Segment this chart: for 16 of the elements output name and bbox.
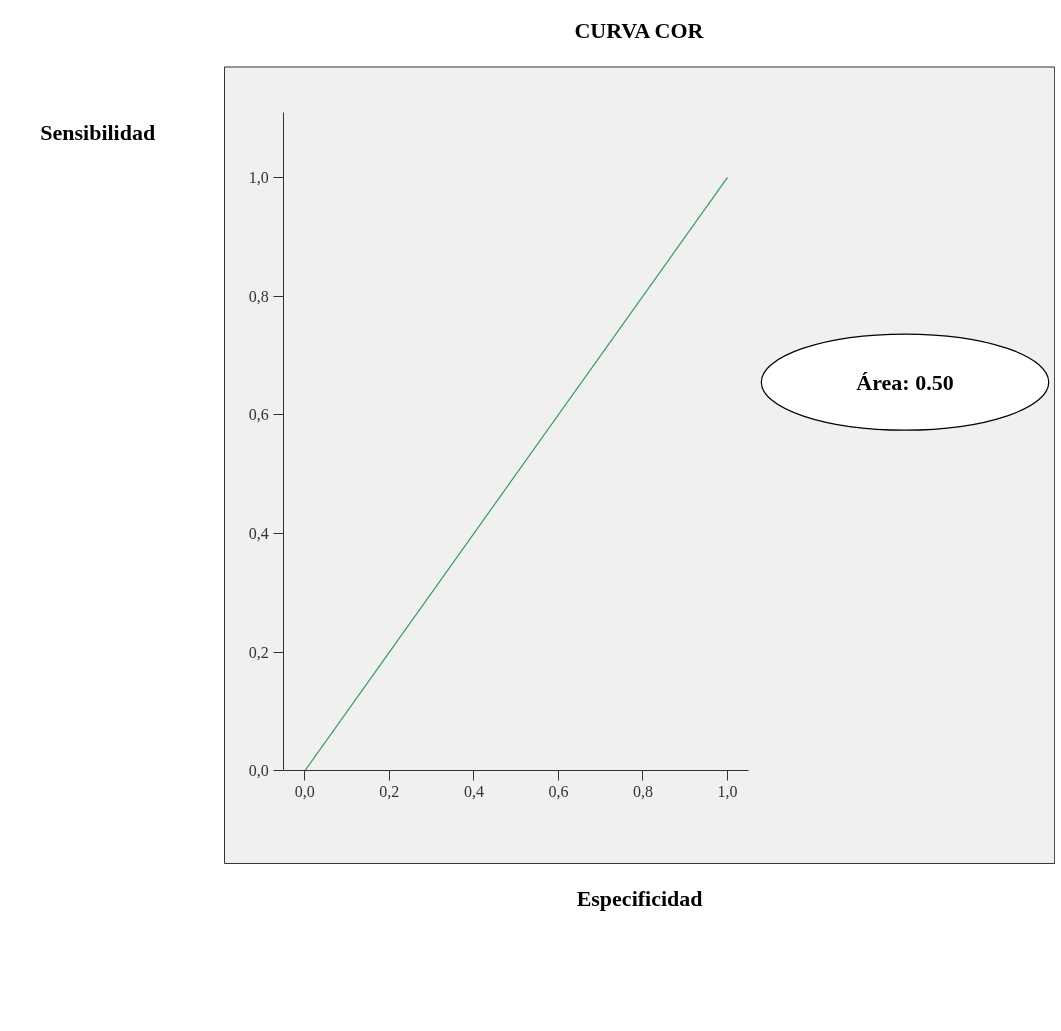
x-tick-label: 0,2 (379, 782, 400, 800)
y-tick-label: 0,0 (248, 762, 269, 780)
y-tick-label: 0,4 (248, 524, 269, 542)
x-tick-label: 0,0 (294, 782, 315, 800)
y-axis-title: Sensibilidad (40, 120, 156, 146)
y-tick-label: 0,8 (248, 287, 269, 305)
y-tick-label: 0,2 (248, 643, 269, 661)
x-tick-label: 0,6 (548, 782, 569, 800)
x-tick-label: 1,0 (717, 782, 738, 800)
y-tick-label: 0,6 (248, 406, 269, 424)
text: Área: 0.50 (856, 369, 954, 395)
y-tick-label: 1,0 (248, 168, 269, 186)
x-tick-label: 0,4 (463, 782, 484, 800)
chart-title: CURVA COR (574, 17, 705, 43)
x-axis-title: Especificidad (576, 885, 703, 911)
x-tick-label: 0,8 (632, 782, 653, 800)
